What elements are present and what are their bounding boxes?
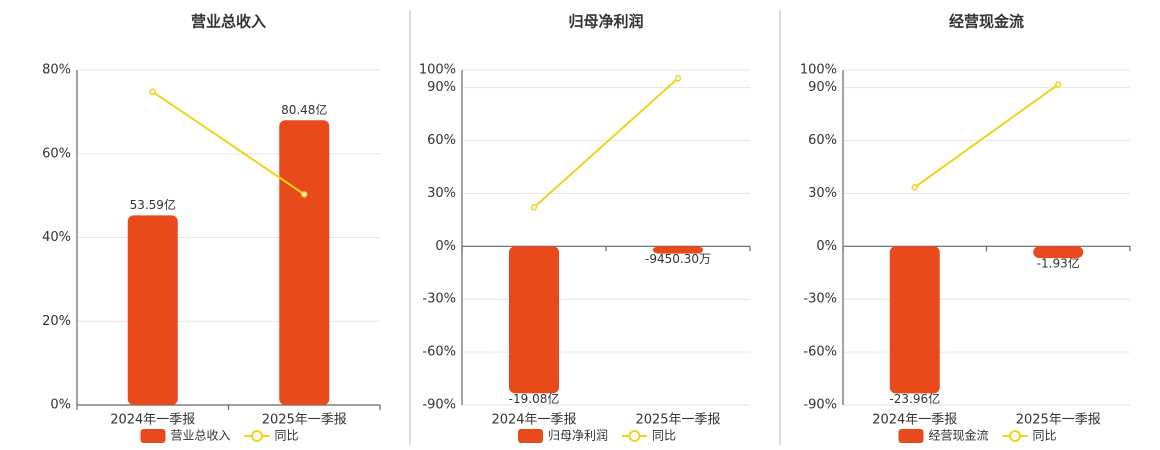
y-tick-label: 100% [419, 63, 456, 78]
legend-swatch [1009, 430, 1021, 442]
y-tick-label: 60% [427, 133, 456, 148]
x-tick-label: 2025年一季报 [262, 413, 347, 428]
y-tick-label: 90% [808, 80, 837, 95]
bar [653, 246, 703, 254]
value-label: -9450.30万 [645, 252, 711, 266]
value-label: -19.08亿 [509, 391, 560, 406]
y-tick-label: -60% [422, 345, 456, 360]
legend-label: 营业总收入 [171, 429, 231, 443]
x-tick-label: 2025年一季报 [1016, 413, 1101, 428]
y-tick-label: 0% [50, 398, 71, 413]
legend-label: 同比 [652, 429, 676, 443]
bar [889, 246, 940, 394]
line-point [149, 88, 156, 96]
x-tick-label: 2024年一季报 [872, 413, 957, 428]
y-tick-label: 30% [808, 186, 837, 201]
y-tick-label: 80% [42, 63, 71, 78]
line-point [301, 191, 308, 198]
line-point [674, 75, 682, 82]
y-tick-label: -30% [422, 292, 456, 307]
legend-swatch [140, 429, 166, 443]
y-tick-label: 20% [42, 314, 71, 329]
y-tick-label: -60% [803, 345, 837, 360]
x-tick-label: 2025年一季报 [635, 413, 720, 428]
legend-swatch [898, 429, 924, 443]
y-tick-label: 30% [427, 186, 456, 201]
bar [127, 215, 178, 405]
legend-swatch [251, 430, 263, 442]
y-tick-label: -90% [803, 398, 837, 413]
legend-label: 经营现金流 [929, 428, 989, 443]
line-point [911, 184, 918, 191]
y-tick-label: 40% [42, 230, 71, 245]
line [533, 77, 679, 209]
y-tick-label: 0% [816, 239, 837, 254]
value-label: -23.96亿 [889, 391, 940, 406]
line-point [1055, 81, 1062, 88]
value-label: -1.93亿 [1037, 256, 1080, 271]
legend-label: 归母净利润 [548, 429, 608, 443]
legend-label: 同比 [1033, 429, 1057, 443]
bar [509, 246, 559, 394]
bar [1033, 246, 1084, 259]
line [152, 90, 305, 196]
value-label: 53.59亿 [130, 197, 176, 212]
y-tick-label: 100% [800, 63, 837, 78]
y-tick-label: 60% [808, 133, 837, 148]
value-label: 80.48亿 [281, 102, 327, 117]
y-tick-label: 90% [427, 80, 456, 95]
y-tick-label: -90% [422, 398, 456, 413]
chart-title: 营业总收入 [191, 13, 266, 31]
chart-title: 归母净利润 [568, 13, 643, 31]
legend-label: 同比 [275, 429, 299, 443]
y-tick-label: 60% [42, 146, 71, 161]
line [914, 83, 1059, 189]
bar [279, 120, 330, 405]
x-tick-label: 2024年一季报 [110, 413, 195, 428]
legend-swatch [628, 430, 641, 442]
x-tick-label: 2024年一季报 [491, 413, 576, 428]
legend-swatch [518, 429, 543, 443]
line-point [530, 204, 538, 211]
chart-title: 经营现金流 [949, 13, 1024, 31]
y-tick-label: 0% [435, 239, 456, 254]
y-tick-label: -30% [803, 292, 837, 307]
